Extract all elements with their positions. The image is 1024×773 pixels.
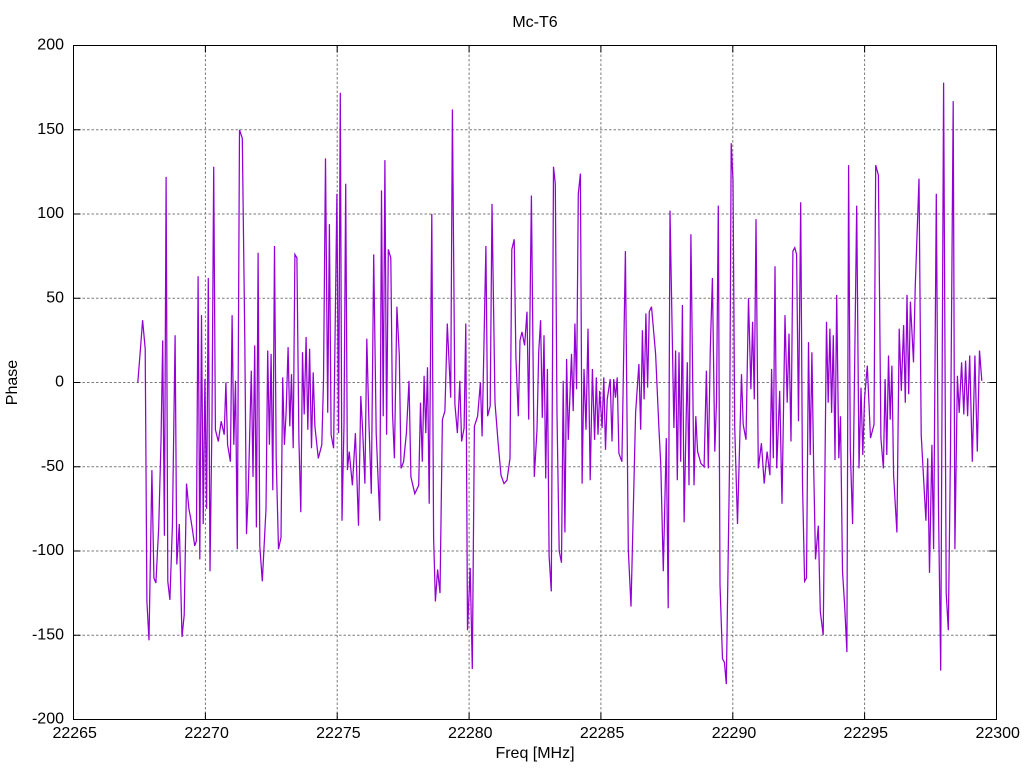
svg-text:100: 100 xyxy=(37,205,64,222)
svg-text:22290: 22290 xyxy=(712,725,757,742)
svg-text:-150: -150 xyxy=(32,627,64,644)
svg-text:-50: -50 xyxy=(41,458,64,475)
svg-text:Freq [MHz]: Freq [MHz] xyxy=(495,745,574,762)
svg-text:22275: 22275 xyxy=(316,725,361,742)
svg-text:22295: 22295 xyxy=(844,725,889,742)
svg-text:22280: 22280 xyxy=(448,725,493,742)
svg-text:22265: 22265 xyxy=(52,725,97,742)
svg-text:150: 150 xyxy=(37,121,64,138)
svg-text:-200: -200 xyxy=(32,711,64,728)
svg-text:22300: 22300 xyxy=(975,725,1020,742)
svg-text:22270: 22270 xyxy=(184,725,229,742)
svg-text:22285: 22285 xyxy=(580,725,625,742)
svg-text:Phase: Phase xyxy=(4,360,21,405)
svg-text:0: 0 xyxy=(55,374,64,391)
svg-text:-100: -100 xyxy=(32,542,64,559)
svg-text:200: 200 xyxy=(37,37,64,54)
svg-text:50: 50 xyxy=(46,289,64,306)
svg-text:Mc-T6: Mc-T6 xyxy=(512,14,557,31)
